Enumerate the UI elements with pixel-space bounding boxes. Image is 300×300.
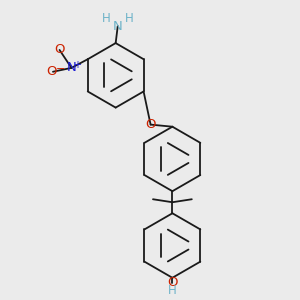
- Text: O: O: [145, 118, 156, 131]
- Text: N: N: [113, 20, 123, 33]
- Text: H: H: [125, 12, 134, 25]
- Text: O: O: [54, 44, 65, 56]
- Text: H: H: [168, 284, 177, 297]
- Text: −: −: [56, 64, 65, 74]
- Text: H: H: [101, 12, 110, 25]
- Text: O: O: [46, 65, 57, 78]
- Text: N: N: [67, 61, 76, 74]
- Text: +: +: [73, 61, 81, 70]
- Text: O: O: [167, 276, 178, 290]
